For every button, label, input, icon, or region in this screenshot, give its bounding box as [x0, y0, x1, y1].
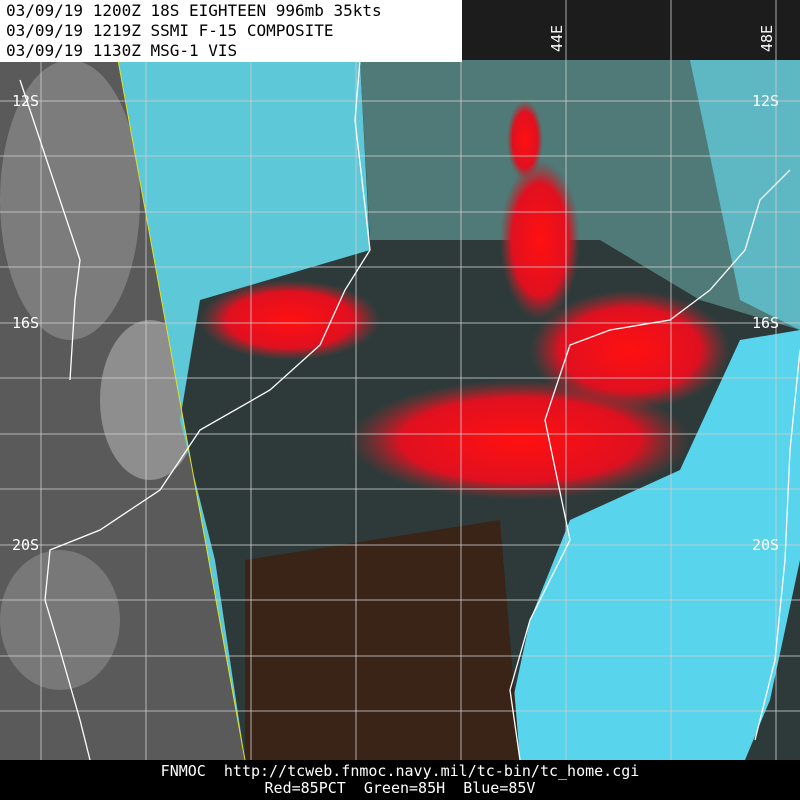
- coastline: [754, 349, 800, 741]
- latitude-label: 12S: [12, 92, 39, 110]
- ocean-cyan: [690, 60, 800, 330]
- latitude-label: 20S: [12, 536, 39, 554]
- cloud: [0, 60, 140, 340]
- latitude-label: 20S: [752, 536, 779, 554]
- convection: [350, 380, 690, 500]
- swath-edge: [117, 59, 246, 761]
- land-dark: [245, 520, 520, 760]
- coastline: [44, 59, 371, 761]
- coastline: [509, 169, 791, 761]
- longitude-label: 44E: [548, 25, 566, 52]
- convection: [507, 100, 543, 180]
- header-line: 03/09/19 1200Z 18S EIGHTEEN 996mb 35kts: [6, 1, 382, 20]
- convection: [500, 160, 580, 320]
- latitude-label: 16S: [752, 314, 779, 332]
- footer-line: Red=85PCT Green=85H Blue=85V: [265, 779, 536, 797]
- ocean-cyan: [118, 60, 370, 760]
- footer-line: FNMOC http://tcweb.fnmoc.navy.mil/tc-bin…: [161, 762, 640, 780]
- border: [19, 79, 81, 381]
- lat-lon-grid: [0, 0, 800, 760]
- longitude-label: 48E: [758, 25, 776, 52]
- latitude-label: 16S: [12, 314, 39, 332]
- header-line: 03/09/19 1219Z SSMI F-15 COMPOSITE: [6, 21, 334, 40]
- latitude-label: 12S: [752, 92, 779, 110]
- cloud: [0, 550, 120, 690]
- convection: [530, 290, 730, 410]
- header-box: [0, 0, 462, 62]
- header-line: 03/09/19 1130Z MSG-1 VIS: [6, 41, 237, 60]
- convection: [200, 280, 380, 360]
- land-gray: [360, 60, 800, 330]
